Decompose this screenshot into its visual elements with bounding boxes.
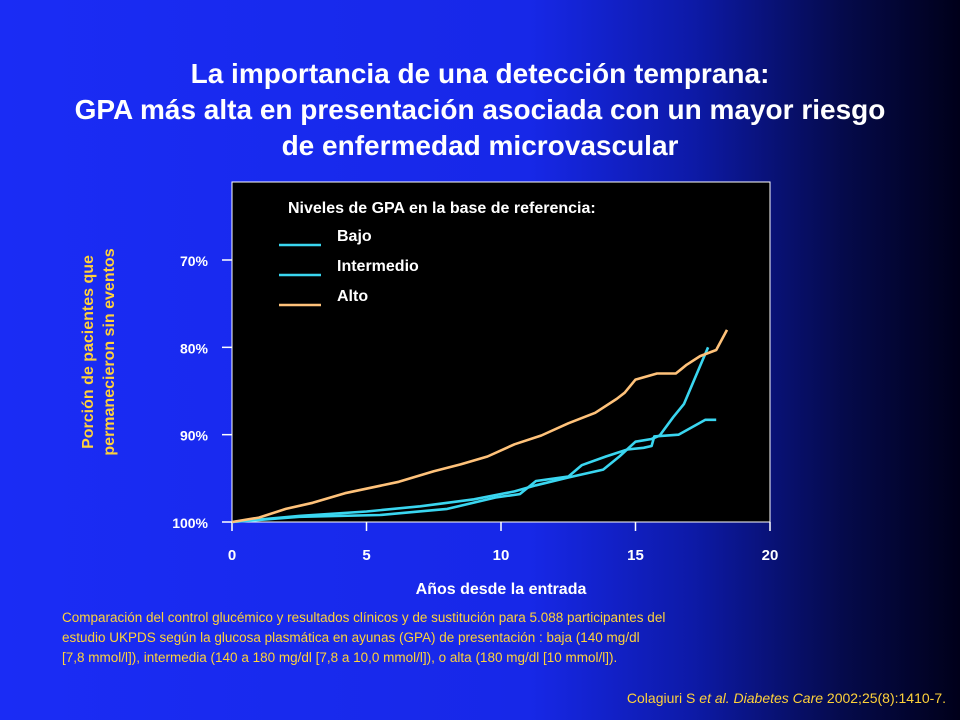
caption-line-1: Comparación del control glucémico y resu… [62, 610, 666, 625]
y-tick-label: 70% [180, 253, 209, 269]
caption-line-3: [7,8 mmol/l]), intermedia (140 a 180 mg/… [62, 650, 618, 665]
legend-label-bajo: Bajo [337, 228, 372, 245]
caption-line-2: estudio UKPDS según la glucosa plasmátic… [62, 630, 640, 645]
plot-area [231, 181, 771, 523]
series-line-bajo [231, 418, 717, 524]
title-line-2: GPA más alta en presentación asociada co… [74, 94, 886, 125]
legend-label-intermedio: Intermedio [337, 258, 419, 275]
x-tick-label: 20 [762, 547, 779, 564]
citation: Colagiuri S et al. Diabetes Care 2002;25… [627, 690, 946, 706]
y-tick-label: 90% [180, 428, 209, 444]
title-line-3: de enfermedad microvascular [281, 130, 679, 161]
x-tick-label: 5 [362, 547, 370, 564]
title-line-1: La importancia de una detección temprana… [190, 58, 770, 89]
x-tick-label: 0 [228, 547, 236, 564]
citation-authors: Colagiuri S [626, 690, 700, 706]
legend-label-alto: Alto [337, 288, 368, 305]
citation-details: 2002;25(8):1410-7. [826, 690, 946, 706]
y-tick-label: 100% [172, 515, 208, 531]
x-axis-label: Años desde la entrada [416, 581, 587, 598]
series-line-alto [231, 329, 729, 524]
citation-journal: et al. Diabetes Care [699, 690, 827, 706]
slide-title: La importancia de una detección temprana… [0, 56, 960, 164]
caption: Comparación del control glucémico y resu… [62, 608, 840, 668]
series-line-intermedio [231, 346, 710, 524]
x-tick-label: 15 [627, 547, 644, 564]
x-tick-label: 10 [493, 547, 510, 564]
y-tick-label: 80% [180, 340, 209, 356]
legend-title: Niveles de GPA en la base de referencia: [288, 200, 596, 217]
